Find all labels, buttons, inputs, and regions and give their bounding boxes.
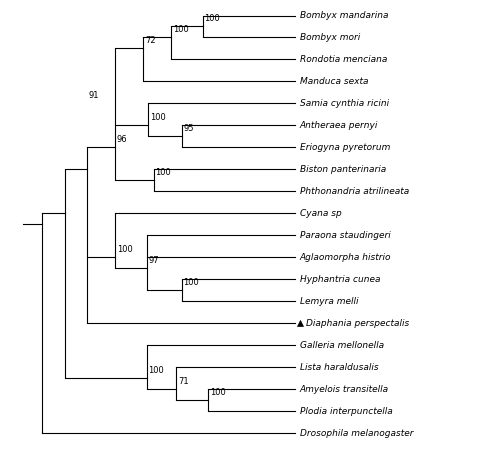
Text: Biston panterinaria: Biston panterinaria xyxy=(300,165,386,174)
Text: Samia cynthia ricini: Samia cynthia ricini xyxy=(300,99,389,108)
Text: Bombyx mandarina: Bombyx mandarina xyxy=(300,11,388,20)
Text: Cyana sp: Cyana sp xyxy=(300,209,342,218)
Text: Antheraea pernyi: Antheraea pernyi xyxy=(300,121,378,130)
Text: 97: 97 xyxy=(148,256,159,265)
Text: Rondotia menciana: Rondotia menciana xyxy=(300,55,387,64)
Text: Phthonandria atrilineata: Phthonandria atrilineata xyxy=(300,187,409,196)
Text: 100: 100 xyxy=(210,388,226,397)
Text: Manduca sexta: Manduca sexta xyxy=(300,77,368,86)
Text: 71: 71 xyxy=(178,377,189,386)
Text: 91: 91 xyxy=(89,91,100,100)
Text: Eriogyna pyretorum: Eriogyna pyretorum xyxy=(300,143,390,152)
Text: Plodia interpunctella: Plodia interpunctella xyxy=(300,407,392,416)
Text: 96: 96 xyxy=(117,135,128,144)
Text: Aglaomorpha histrio: Aglaomorpha histrio xyxy=(300,253,391,262)
Text: 95: 95 xyxy=(184,124,194,133)
Text: 100: 100 xyxy=(156,168,171,177)
Text: 100: 100 xyxy=(204,14,220,23)
Text: Lemyra melli: Lemyra melli xyxy=(300,297,358,306)
Text: 100: 100 xyxy=(173,25,188,34)
Text: 100: 100 xyxy=(150,113,166,122)
Text: Lista haraldusalis: Lista haraldusalis xyxy=(300,363,378,372)
Text: Bombyx mori: Bombyx mori xyxy=(300,33,360,42)
Text: 100: 100 xyxy=(117,245,133,254)
Text: 100: 100 xyxy=(148,366,164,375)
Text: Diaphania perspectalis: Diaphania perspectalis xyxy=(306,319,409,328)
Text: Hyphantria cunea: Hyphantria cunea xyxy=(300,275,380,284)
Text: 72: 72 xyxy=(145,36,156,45)
Text: Drosophila melanogaster: Drosophila melanogaster xyxy=(300,429,413,438)
Text: Amyelois transitella: Amyelois transitella xyxy=(300,385,389,394)
Text: Paraona staudingeri: Paraona staudingeri xyxy=(300,231,390,240)
Text: Galleria mellonella: Galleria mellonella xyxy=(300,341,384,350)
Text: 100: 100 xyxy=(184,278,199,287)
